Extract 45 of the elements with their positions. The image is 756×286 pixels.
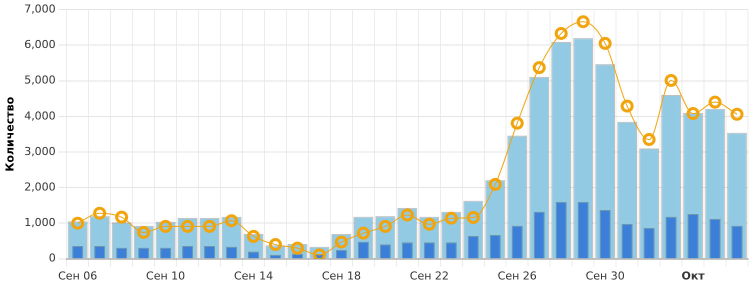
point: [532, 61, 546, 74]
y-tick-label: 6,000: [24, 38, 56, 52]
point: [598, 36, 612, 50]
point: [203, 220, 216, 233]
x-tick-label: Окт: [681, 269, 706, 282]
point: [488, 178, 502, 191]
point: [444, 212, 458, 225]
point: [730, 108, 744, 121]
x-tick-label: Сен 10: [146, 269, 186, 282]
point: [247, 230, 260, 243]
point: [664, 74, 678, 87]
point: [576, 15, 590, 28]
point: [225, 214, 238, 228]
point: [378, 220, 392, 233]
y-tick-label: 3,000: [24, 144, 56, 158]
point: [181, 220, 194, 233]
x-tick-label: Сен 26: [498, 269, 537, 282]
point: [620, 100, 634, 113]
point: [115, 210, 128, 224]
point: [686, 107, 700, 120]
point: [71, 216, 84, 230]
x-tick-label: Сен 06: [58, 269, 98, 282]
x-tick-label: Сен 14: [234, 269, 274, 282]
point: [554, 26, 568, 40]
y-tick-label: 0: [48, 252, 56, 265]
x-tick-label: Сен 22: [410, 269, 449, 282]
point: [642, 133, 656, 146]
y-tick-label: 1,000: [24, 216, 56, 230]
y-tick-label: 2,000: [24, 180, 56, 194]
x-tick-label: Сен 18: [322, 269, 361, 282]
point: [159, 220, 172, 233]
point: [466, 211, 480, 224]
point: [422, 218, 436, 231]
y-tick-label: 4,000: [24, 109, 56, 122]
point: [268, 238, 282, 252]
y-tick-label: 5,000: [24, 74, 56, 87]
point: [137, 226, 150, 239]
y-tick-label: 7,000: [24, 2, 56, 16]
x-tick-label: Сен 30: [586, 269, 625, 282]
point: [312, 248, 326, 259]
y-axis-title: Количество: [3, 96, 16, 172]
point: [93, 206, 106, 220]
point: [510, 116, 524, 130]
point: [708, 96, 722, 109]
point: [400, 208, 414, 222]
